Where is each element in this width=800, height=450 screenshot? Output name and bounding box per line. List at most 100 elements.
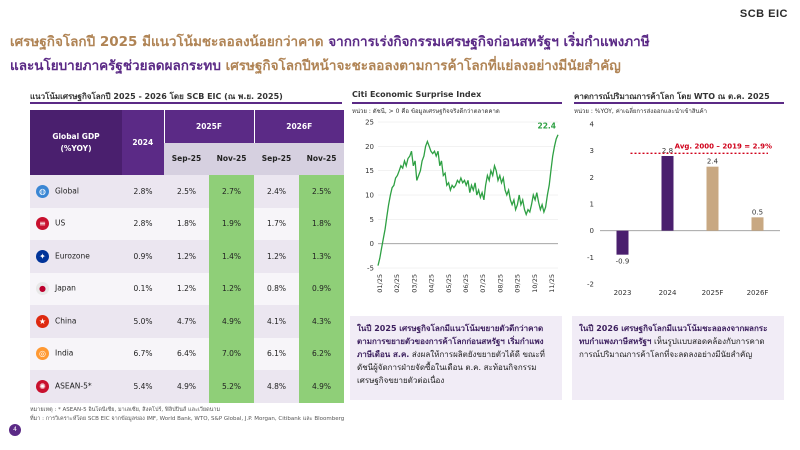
header-global-gdp-unit: (%YOY) bbox=[60, 144, 92, 153]
gdp-2026-nov-cell: 4.9% bbox=[299, 370, 344, 403]
header-2026f: 2026F bbox=[253, 110, 344, 143]
citi-y-tick-label: 0 bbox=[370, 240, 374, 248]
gdp-2026-nov-cell: 1.8% bbox=[299, 207, 344, 240]
wto-y-tick-label: 1 bbox=[590, 201, 594, 209]
footnote-asean: หมายเหตุ : * ASEAN-5 อินโดนีเซีย, มาเลเซ… bbox=[30, 407, 221, 413]
country-name: Eurozone bbox=[55, 251, 90, 261]
country-name: China bbox=[55, 316, 77, 326]
wto-y-tick-label: -1 bbox=[587, 254, 594, 262]
page-number: 4 bbox=[9, 424, 21, 436]
country-name: India bbox=[55, 348, 74, 358]
gdp-2025-sep-cell: 1.8% bbox=[164, 207, 209, 240]
table-row: ◍ Global 2.8% 2.5% 2.7% 2.4% 2.5% bbox=[30, 175, 344, 208]
citi-y-tick-label: 5 bbox=[370, 216, 374, 224]
gdp-2026-nov-cell: 2.5% bbox=[299, 175, 344, 208]
wto-bar-value-label: 2.8 bbox=[662, 147, 673, 155]
gdp-2024-cell: 0.9% bbox=[122, 240, 164, 273]
citi-x-tick-label: 09/25 bbox=[514, 274, 522, 293]
country-cell: ≡ US bbox=[30, 207, 122, 240]
gdp-2025-nov-cell: 1.9% bbox=[209, 207, 254, 240]
gdp-2025-sep-cell: 4.7% bbox=[164, 305, 209, 338]
title-line1-part2: จากการเร่งกิจกรรมเศรษฐกิจก่อนสหรัฐฯ เริ่… bbox=[328, 34, 650, 50]
wto-bar-value-label: -0.9 bbox=[616, 258, 630, 266]
gdp-2025-sep-cell: 2.5% bbox=[164, 175, 209, 208]
table-row: ◎ India 6.7% 6.4% 7.0% 6.1% 6.2% bbox=[30, 337, 344, 370]
header-global-gdp-label: Global GDP bbox=[52, 132, 100, 141]
citi-x-tick-label: 04/25 bbox=[428, 274, 436, 293]
wto-bar-value-label: 0.5 bbox=[752, 208, 763, 216]
citi-x-tick-label: 05/25 bbox=[445, 274, 453, 293]
citi-x-tick-label: 03/25 bbox=[410, 274, 418, 293]
title-line2-part1: และนโยบายภาครัฐช่วยลดผลกระทบ bbox=[10, 58, 221, 74]
country-cell: ◍ Global bbox=[30, 175, 122, 208]
gdp-2025-nov-cell: 1.2% bbox=[209, 272, 254, 305]
citi-end-label: 22.4 bbox=[537, 122, 556, 131]
citi-title-divider bbox=[352, 102, 562, 104]
table-title: แนวโน้มเศรษฐกิจโลกปี 2025 - 2026 โดย SCB… bbox=[30, 92, 283, 101]
header-2025f: 2025F bbox=[163, 110, 254, 143]
page-title-line2: และนโยบายภาครัฐช่วยลดผลกระทบ เศรษฐกิจโลก… bbox=[10, 54, 790, 76]
gdp-2024-cell: 2.8% bbox=[122, 175, 164, 208]
wto-category-label: 2023 bbox=[614, 289, 632, 297]
citi-x-tick-label: 07/25 bbox=[479, 274, 487, 293]
wto-bar bbox=[616, 230, 629, 255]
gdp-2026-sep-cell: 4.8% bbox=[254, 370, 299, 403]
table-title-divider bbox=[30, 102, 342, 104]
citi-series-line bbox=[377, 134, 559, 266]
gdp-2026-nov-cell: 4.3% bbox=[299, 305, 344, 338]
citi-x-tick-label: 06/25 bbox=[462, 274, 470, 293]
gdp-2026-nov-cell: 6.2% bbox=[299, 337, 344, 370]
table-row: ✦ Eurozone 0.9% 1.2% 1.4% 1.2% 1.3% bbox=[30, 240, 344, 273]
subheader-nov-25: Nov-25 bbox=[299, 142, 344, 175]
wto-bar-value-label: 2.4 bbox=[707, 158, 719, 166]
gdp-2026-sep-cell: 6.1% bbox=[254, 337, 299, 370]
country-name: Global bbox=[55, 186, 79, 196]
gdp-2026-sep-cell: 2.4% bbox=[254, 175, 299, 208]
country-name: Japan bbox=[55, 283, 76, 293]
wto-category-label: 2024 bbox=[659, 289, 677, 297]
wto-chart-title: คาดการณ์ปริมาณการค้าโลก โดย WTO ณ ต.ค. 2… bbox=[574, 92, 770, 101]
wto-y-tick-label: 0 bbox=[590, 227, 594, 235]
citi-x-tick-label: 11/25 bbox=[548, 274, 556, 293]
citi-commentary-bold: ในปี 2025 เศรษฐกิจโลกมีแนวโน้มขยายตัวดีก… bbox=[357, 324, 544, 359]
citi-commentary-box: ในปี 2025 เศรษฐกิจโลกมีแนวโน้มขยายตัวดีก… bbox=[350, 316, 562, 400]
country-name: ASEAN-5* bbox=[55, 381, 92, 391]
gdp-2025-nov-cell: 7.0% bbox=[209, 337, 254, 370]
table-row: ✺ ASEAN-5* 5.4% 4.9% 5.2% 4.8% 4.9% bbox=[30, 370, 344, 403]
country-cell: ◎ India bbox=[30, 337, 122, 370]
wto-y-tick-label: 4 bbox=[590, 121, 595, 129]
flag-icon: ★ bbox=[36, 314, 49, 328]
gdp-2025-nov-cell: 4.9% bbox=[209, 305, 254, 338]
wto-trade-chart: -2 -1 0 1 2 3 4 -0.9 2023 2.8 2024 2.4 2025F 0.5 2026F… bbox=[587, 121, 780, 297]
gdp-2026-sep-cell: 1.2% bbox=[254, 240, 299, 273]
subheader-sep-25: Sep-25 bbox=[164, 142, 209, 175]
header-global-gdp: Global GDP (%YOY) bbox=[30, 110, 122, 175]
country-cell: ● Japan bbox=[30, 272, 122, 305]
header-2024: 2024 bbox=[122, 110, 164, 175]
table-row: ● Japan 0.1% 1.2% 1.2% 0.8% 0.9% bbox=[30, 272, 344, 305]
table-row: ≡ US 2.8% 1.8% 1.9% 1.7% 1.8% bbox=[30, 207, 344, 240]
wto-commentary-box: ในปี 2026 เศรษฐกิจโลกมีแนวโน้มชะลอลงจากผ… bbox=[572, 316, 784, 400]
citi-y-tick-label: 10 bbox=[365, 192, 374, 200]
flag-icon: ≡ bbox=[36, 217, 49, 231]
gdp-2024-cell: 0.1% bbox=[122, 272, 164, 305]
title-line1-part1: เศรษฐกิจโลกปี 2025 มีแนวโน้มชะลอลงน้อยกว… bbox=[10, 34, 324, 50]
brand-logo: SCB EIC bbox=[739, 8, 788, 20]
citi-chart-unit: หน่วย : ดัชนี, > 0 คือ ข้อมูลเศรษฐกิจจริ… bbox=[352, 108, 500, 115]
gdp-forecast-table: Global GDP (%YOY) 2024 2025F 2026F Sep-2… bbox=[30, 110, 344, 403]
gdp-2025-nov-cell: 1.4% bbox=[209, 240, 254, 273]
subheader-sep-25: Sep-25 bbox=[254, 142, 299, 175]
country-cell: ✦ Eurozone bbox=[30, 240, 122, 273]
citi-y-tick-label: 25 bbox=[365, 119, 374, 127]
gdp-2026-sep-cell: 0.8% bbox=[254, 272, 299, 305]
citi-x-tick-label: 08/25 bbox=[496, 274, 504, 293]
wto-category-label: 2025F bbox=[702, 289, 724, 297]
wto-commentary-text: เห็นรูปแบบสอดคล้องกับการคาดการณ์ปริมาณกา… bbox=[579, 337, 765, 359]
country-cell: ★ China bbox=[30, 305, 122, 338]
gdp-2025-nov-cell: 2.7% bbox=[209, 175, 254, 208]
wto-category-label: 2026F bbox=[747, 289, 769, 297]
flag-icon: ◍ bbox=[36, 184, 49, 198]
citi-commentary-text: ส่งผลให้การผลิตยังขยายตัวได้ดี ขณะที่ดัช… bbox=[357, 350, 545, 385]
wto-bar bbox=[661, 156, 674, 231]
citi-y-tick-label: 15 bbox=[365, 167, 374, 175]
